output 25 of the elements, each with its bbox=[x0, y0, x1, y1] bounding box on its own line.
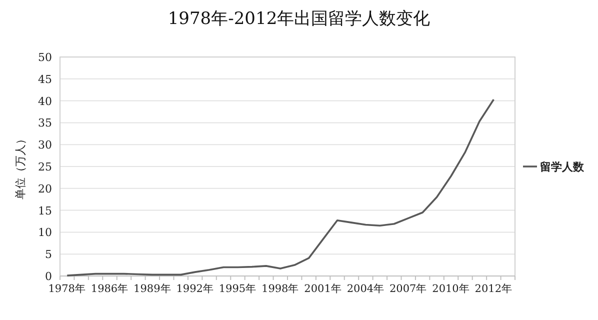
y-tick-label: 50 bbox=[38, 51, 52, 64]
y-tick-label: 35 bbox=[38, 116, 52, 130]
chart-title: 1978年-2012年出国留学人数变化 bbox=[168, 9, 430, 29]
x-tick-label: 2012年 bbox=[474, 283, 513, 295]
y-tick-label: 45 bbox=[38, 72, 52, 86]
x-tick-label: 1992年 bbox=[176, 283, 214, 295]
y-tick-label: 25 bbox=[38, 160, 52, 174]
y-tick-label: 10 bbox=[38, 226, 52, 240]
x-tick-label: 1978年 bbox=[48, 283, 86, 295]
legend-label: 留学人数 bbox=[540, 160, 585, 174]
x-tick-label: 1995年 bbox=[218, 283, 257, 295]
y-axis-title: 单位（万人） bbox=[14, 134, 27, 200]
x-tick-label: 2004年 bbox=[346, 283, 385, 295]
y-tick-label: 40 bbox=[38, 94, 52, 108]
y-tick-label: 15 bbox=[38, 204, 52, 218]
x-tick-label: 2010年 bbox=[432, 283, 470, 295]
y-tick-label: 20 bbox=[38, 182, 52, 196]
x-tick-label: 2007年 bbox=[389, 283, 428, 295]
x-tick-label: 1989年 bbox=[134, 283, 172, 295]
x-tick-label: 1998年 bbox=[262, 283, 300, 295]
x-tick-label: 1986年 bbox=[90, 283, 129, 295]
y-tick-label: 0 bbox=[45, 270, 52, 283]
x-tick-label: 2001年 bbox=[304, 283, 342, 295]
y-tick-label: 30 bbox=[38, 138, 52, 152]
y-tick-label: 5 bbox=[45, 248, 52, 262]
